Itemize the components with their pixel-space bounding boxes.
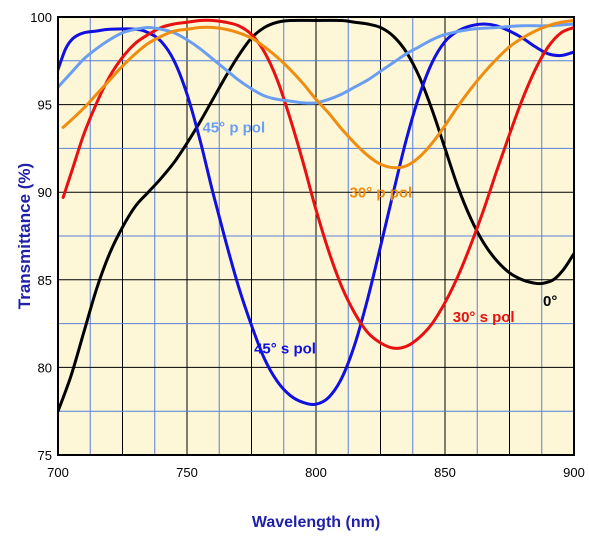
- series-label-0: 0°: [543, 293, 557, 310]
- x-tick-label: 750: [176, 465, 198, 480]
- x-tick-label: 850: [434, 465, 456, 480]
- x-tick-label: 900: [563, 465, 585, 480]
- series-line-1: [58, 22, 574, 406]
- series-line-4: [61, 19, 574, 170]
- x-tick-label: 800: [305, 465, 327, 480]
- y-tick-label: 100: [30, 10, 52, 25]
- series-label-3: 45° p pol: [202, 120, 265, 137]
- series-label-2: 30° s pol: [453, 309, 515, 326]
- y-tick-label: 85: [38, 273, 52, 288]
- y-axis-title: Transmittance (%): [15, 163, 34, 309]
- series-label-1: 45° s pol: [254, 340, 316, 357]
- series-line-2: [61, 18, 574, 350]
- y-tick-label: 95: [38, 98, 52, 113]
- x-tick-label: 700: [47, 465, 69, 480]
- series-label-4: 30° p pol: [350, 184, 413, 201]
- y-tick-labels: 75 80 85 90 95 100: [30, 10, 52, 463]
- x-axis-title: Wavelength (nm): [252, 514, 380, 531]
- series-group: [58, 18, 574, 413]
- y-tick-label: 90: [38, 185, 52, 200]
- series-line-3: [58, 22, 574, 105]
- plot-frame: [57, 16, 575, 456]
- y-tick-label: 75: [38, 448, 52, 463]
- x-tick-labels: 700 750 800 850 900: [47, 465, 585, 480]
- series-line-0: [58, 18, 574, 413]
- y-tick-label: 80: [38, 360, 52, 375]
- series-labels: 0° 45° s pol 30° s pol 45° p pol 30° p pol: [202, 120, 557, 358]
